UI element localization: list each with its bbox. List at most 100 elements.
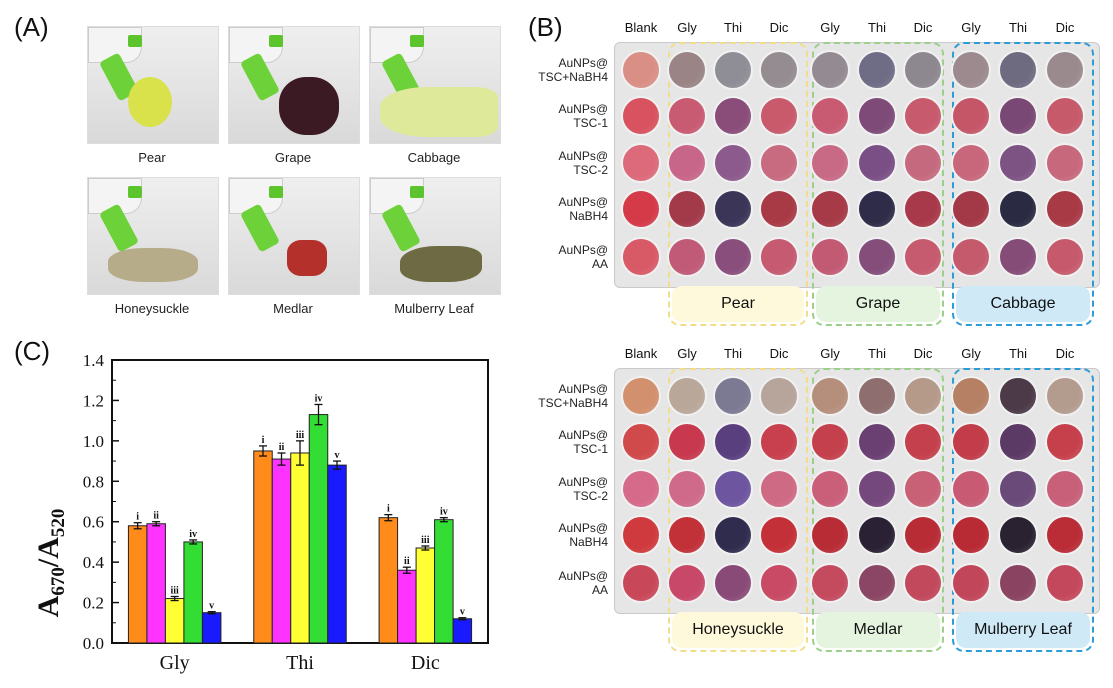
column-header: Gly	[677, 20, 697, 35]
y-tick-label: 0.8	[83, 472, 104, 491]
bar-data-label: iv	[440, 507, 448, 518]
plate-well	[621, 563, 661, 603]
plate-well	[951, 50, 991, 90]
plate-well	[713, 515, 753, 555]
plate-well	[810, 563, 850, 603]
plate-well	[621, 50, 661, 90]
plate-well	[810, 50, 850, 90]
bar	[183, 541, 203, 644]
column-header: Dic	[913, 20, 933, 35]
panel-b-label: (B)	[528, 12, 563, 42]
row-header: AuNPs@ NaBH4	[558, 521, 608, 549]
spray-nozzle	[410, 186, 424, 198]
row-header: AuNPs@ TSC-1	[558, 102, 608, 130]
plate-well	[713, 96, 753, 136]
plate-well	[759, 469, 799, 509]
plate-well	[810, 376, 850, 416]
plate-well	[951, 515, 991, 555]
sample-group-box	[812, 368, 944, 652]
plate-well	[759, 515, 799, 555]
bar-data-label: i	[136, 512, 139, 523]
plate-well	[1045, 376, 1085, 416]
bar-data-label: iv	[189, 529, 197, 540]
y-tick-label: 1.4	[83, 351, 105, 370]
bar-data-label: iii	[421, 535, 430, 546]
plate-well	[810, 422, 850, 462]
plate-well	[998, 422, 1038, 462]
plate-well	[810, 237, 850, 277]
y-tick-label: 0.2	[83, 594, 104, 613]
plate-well	[903, 515, 943, 555]
y-tick-label: 0.4	[83, 553, 105, 572]
bar	[290, 452, 310, 644]
plate-well	[1045, 96, 1085, 136]
sample-group-box	[668, 368, 808, 652]
row-header: AuNPs@ TSC-1	[558, 428, 608, 456]
plate-well	[903, 50, 943, 90]
column-header: Dic	[769, 346, 789, 361]
plate-well	[1045, 469, 1085, 509]
plate-well	[951, 189, 991, 229]
plate-well	[713, 376, 753, 416]
plate-well	[667, 563, 707, 603]
sample-group-label: Cabbage	[956, 286, 1090, 322]
column-header: Gly	[677, 346, 697, 361]
sample-group-box	[952, 42, 1094, 326]
bar	[201, 612, 222, 644]
plate-well	[903, 237, 943, 277]
sample-photo	[369, 26, 501, 144]
plate-well	[621, 422, 661, 462]
sample-group-box	[812, 42, 944, 326]
bar-data-label: i	[262, 435, 265, 446]
plate-well	[951, 376, 991, 416]
plate-well	[998, 50, 1038, 90]
plate-well	[857, 50, 897, 90]
plate-well	[857, 515, 897, 555]
sample-photo	[87, 26, 219, 144]
column-header: Dic	[913, 346, 933, 361]
column-header: Thi	[867, 20, 887, 35]
plate-well	[903, 143, 943, 183]
plate-well	[621, 469, 661, 509]
bar	[127, 525, 148, 644]
plate-well	[998, 96, 1038, 136]
photo-caption: Pear	[138, 150, 166, 165]
plate-well	[903, 422, 943, 462]
plate-well	[759, 237, 799, 277]
bar-data-label: iii	[170, 586, 179, 597]
photo-caption: Cabbage	[407, 150, 461, 165]
sample-photo	[228, 26, 360, 144]
bar-data-label: iii	[296, 430, 305, 441]
bar	[434, 519, 454, 644]
plate-well	[1045, 515, 1085, 555]
column-header: Blank	[624, 346, 658, 361]
plate-well	[759, 96, 799, 136]
column-header: Gly	[820, 20, 840, 35]
column-header: Thi	[723, 346, 743, 361]
sample-photo	[228, 177, 360, 295]
plate-well	[810, 189, 850, 229]
plate-well	[998, 376, 1038, 416]
plate-well	[759, 50, 799, 90]
plate-well	[810, 469, 850, 509]
bar	[452, 618, 473, 644]
photo-caption: Medlar	[273, 301, 313, 316]
plate-well	[951, 422, 991, 462]
bar-data-label: v	[209, 601, 214, 612]
plate-well	[759, 189, 799, 229]
plate-well	[759, 422, 799, 462]
bar-data-label: v	[460, 607, 465, 618]
photo-caption: Mulberry Leaf	[394, 301, 474, 316]
spray-nozzle	[128, 35, 142, 47]
plate-well	[759, 563, 799, 603]
sample-photo	[369, 177, 501, 295]
plate-well	[810, 515, 850, 555]
plate-well	[759, 143, 799, 183]
plate-well	[713, 237, 753, 277]
bar	[271, 458, 292, 644]
column-header: Gly	[961, 20, 981, 35]
panel-a-label: (A)	[14, 12, 49, 42]
y-axis-label: A670/A520	[32, 509, 69, 618]
plate-well	[810, 96, 850, 136]
